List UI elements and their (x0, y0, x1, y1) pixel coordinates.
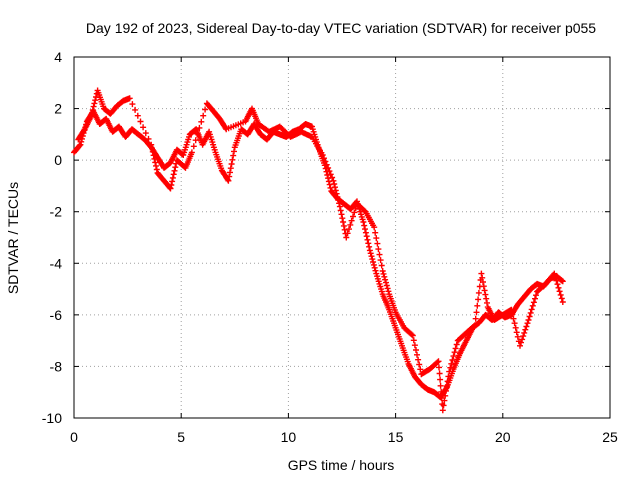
y-tick-label: -4 (50, 255, 63, 271)
plot-frame (73, 56, 611, 419)
y-tick-label: 2 (54, 101, 62, 117)
y-tick-label: -10 (42, 410, 62, 426)
grid (74, 57, 610, 418)
series-points (71, 108, 566, 401)
x-tick-labels: 0 5 10 15 20 25 (70, 429, 618, 445)
x-tick-label: 15 (388, 429, 404, 445)
x-axis-label: GPS time / hours (288, 457, 395, 473)
y-tick-label: -8 (50, 358, 63, 374)
y-tick-label: -2 (50, 204, 63, 220)
y-tick-label: -6 (50, 307, 63, 323)
x-tick-label: 10 (281, 429, 297, 445)
chart-title: Day 192 of 2023, Sidereal Day-to-day VTE… (86, 20, 596, 36)
x-tick-label: 0 (70, 429, 78, 445)
y-tick-label: 4 (54, 49, 62, 65)
x-tick-label: 20 (495, 429, 511, 445)
y-axis-label: SDTVAR / TECUs (5, 182, 21, 294)
series-points (75, 87, 566, 414)
x-tick-label: 25 (602, 429, 618, 445)
y-tick-label: 0 (54, 152, 62, 168)
ticks (73, 56, 611, 419)
data-marks (71, 87, 566, 414)
x-tick-label: 5 (177, 429, 185, 445)
y-tick-labels: 4 2 0 -2 -4 -6 -8 -10 (42, 49, 62, 426)
